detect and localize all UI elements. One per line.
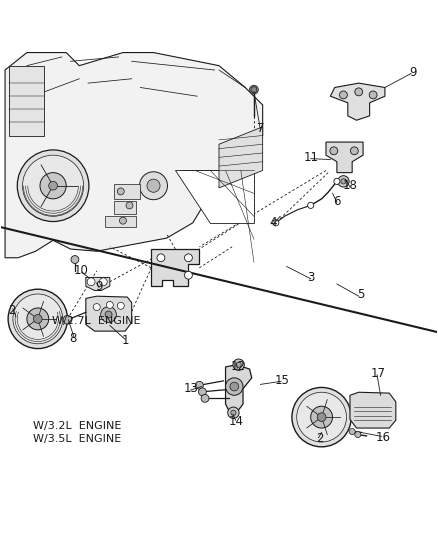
Polygon shape	[350, 392, 396, 428]
Circle shape	[8, 289, 67, 349]
Circle shape	[101, 306, 117, 322]
Polygon shape	[326, 142, 363, 173]
Circle shape	[231, 410, 236, 415]
Circle shape	[226, 378, 243, 395]
Polygon shape	[330, 83, 385, 120]
Text: 8: 8	[69, 332, 76, 345]
Circle shape	[22, 155, 84, 216]
Circle shape	[13, 294, 63, 344]
Text: 3: 3	[307, 271, 314, 284]
Circle shape	[105, 311, 112, 318]
Circle shape	[49, 181, 57, 190]
Circle shape	[230, 382, 239, 391]
Text: 5: 5	[357, 288, 364, 301]
Text: 1: 1	[121, 334, 129, 347]
Circle shape	[338, 176, 349, 187]
Text: 4: 4	[270, 216, 277, 229]
Bar	[106, 216, 136, 227]
Polygon shape	[219, 127, 263, 188]
Text: 6: 6	[333, 195, 341, 207]
Text: 12: 12	[231, 360, 246, 374]
Circle shape	[93, 304, 100, 311]
Circle shape	[250, 85, 258, 94]
Polygon shape	[175, 171, 254, 223]
Text: 14: 14	[229, 415, 244, 428]
Circle shape	[307, 203, 314, 208]
Polygon shape	[226, 365, 252, 413]
Circle shape	[355, 432, 361, 438]
Text: W/3.2L  ENGINE: W/3.2L ENGINE	[33, 421, 121, 431]
Circle shape	[330, 147, 338, 155]
Text: 10: 10	[74, 264, 89, 277]
Text: 2: 2	[8, 304, 15, 317]
Circle shape	[126, 202, 133, 209]
Text: 11: 11	[303, 151, 318, 164]
Text: 16: 16	[375, 431, 390, 444]
Text: 9: 9	[95, 280, 102, 293]
Circle shape	[341, 179, 346, 184]
Circle shape	[292, 387, 351, 447]
Circle shape	[120, 217, 127, 224]
Bar	[114, 201, 136, 214]
Text: 17: 17	[371, 367, 386, 380]
Polygon shape	[86, 277, 110, 290]
Polygon shape	[10, 66, 44, 135]
Circle shape	[369, 91, 377, 99]
Text: 2: 2	[316, 432, 323, 446]
Circle shape	[87, 278, 95, 286]
Text: 9: 9	[410, 66, 417, 79]
Circle shape	[27, 308, 49, 330]
Circle shape	[349, 429, 355, 434]
Circle shape	[350, 147, 358, 155]
Circle shape	[147, 179, 160, 192]
Circle shape	[233, 359, 244, 370]
Circle shape	[63, 316, 72, 324]
Circle shape	[117, 188, 124, 195]
Circle shape	[157, 254, 165, 262]
Circle shape	[297, 392, 346, 442]
Circle shape	[273, 220, 279, 226]
Text: 18: 18	[343, 179, 357, 192]
Circle shape	[17, 150, 89, 222]
Circle shape	[228, 407, 239, 418]
Circle shape	[198, 388, 206, 395]
Polygon shape	[86, 296, 132, 331]
Circle shape	[184, 271, 192, 279]
Circle shape	[140, 172, 167, 200]
Polygon shape	[5, 53, 263, 258]
Circle shape	[71, 256, 79, 263]
Circle shape	[99, 278, 107, 286]
Circle shape	[33, 314, 42, 323]
Circle shape	[106, 302, 113, 309]
Circle shape	[117, 302, 124, 309]
Circle shape	[40, 173, 66, 199]
Circle shape	[195, 381, 203, 389]
Text: W/2.7L  ENGINE: W/2.7L ENGINE	[53, 316, 141, 326]
Circle shape	[334, 179, 340, 184]
Circle shape	[236, 362, 241, 367]
Text: 13: 13	[183, 382, 198, 395]
Circle shape	[201, 394, 209, 402]
Circle shape	[251, 87, 257, 93]
Text: W/3.5L  ENGINE: W/3.5L ENGINE	[33, 434, 121, 444]
Text: 15: 15	[275, 374, 290, 386]
Circle shape	[339, 91, 347, 99]
Circle shape	[184, 254, 192, 262]
Text: 7: 7	[257, 123, 264, 135]
Circle shape	[317, 413, 326, 422]
Circle shape	[311, 406, 332, 428]
Circle shape	[355, 88, 363, 96]
Bar	[114, 183, 141, 199]
Polygon shape	[151, 249, 199, 286]
